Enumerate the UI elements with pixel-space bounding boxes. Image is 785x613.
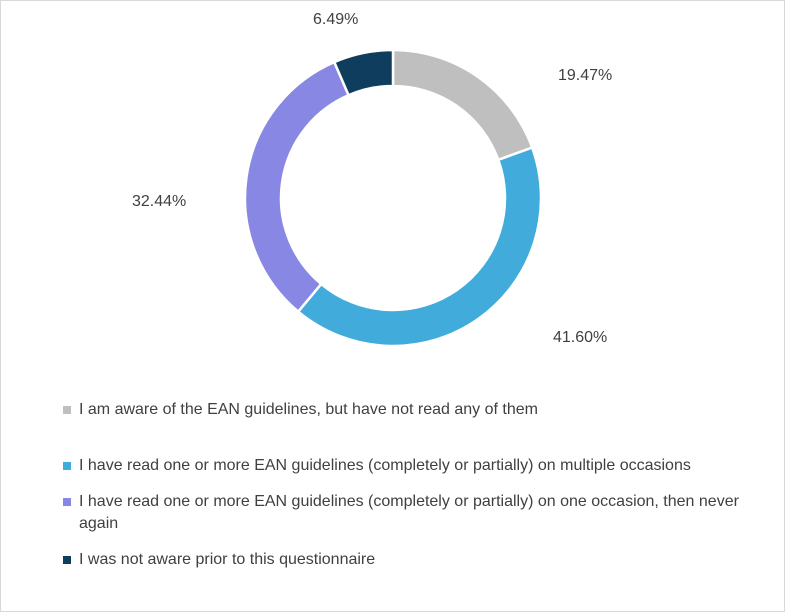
- data-label-read-multiple: 41.60%: [553, 329, 608, 346]
- slice-aware-not-read: [391, 48, 534, 162]
- legend-label: I was not aware prior to this questionna…: [79, 551, 376, 568]
- legend-swatch: [63, 498, 71, 506]
- legend-label: I have read one or more EAN guidelines (…: [79, 493, 739, 532]
- slice-read-multiple: [296, 146, 543, 348]
- slice-not-aware: [332, 48, 395, 97]
- legend-item-not-aware: I was not aware prior to this questionna…: [63, 549, 753, 571]
- legend-item-read-once: I have read one or more EAN guidelines (…: [63, 491, 753, 535]
- legend-swatch: [63, 462, 71, 470]
- legend-swatch: [63, 556, 71, 564]
- donut-slices: [243, 48, 543, 348]
- legend-item-read-multiple: I have read one or more EAN guidelines (…: [63, 455, 753, 477]
- data-label-read-once: 32.44%: [132, 193, 187, 210]
- data-label-not-aware: 6.49%: [313, 11, 359, 28]
- legend-item-aware-not-read: I am aware of the EAN guidelines, but ha…: [63, 399, 753, 421]
- legend-label: I am aware of the EAN guidelines, but ha…: [79, 401, 538, 418]
- legend-swatch: [63, 406, 71, 414]
- legend: I am aware of the EAN guidelines, but ha…: [63, 399, 753, 571]
- legend-label: I have read one or more EAN guidelines (…: [79, 457, 691, 474]
- slice-read-once: [243, 60, 351, 314]
- data-label-aware-not-read: 19.47%: [558, 67, 613, 84]
